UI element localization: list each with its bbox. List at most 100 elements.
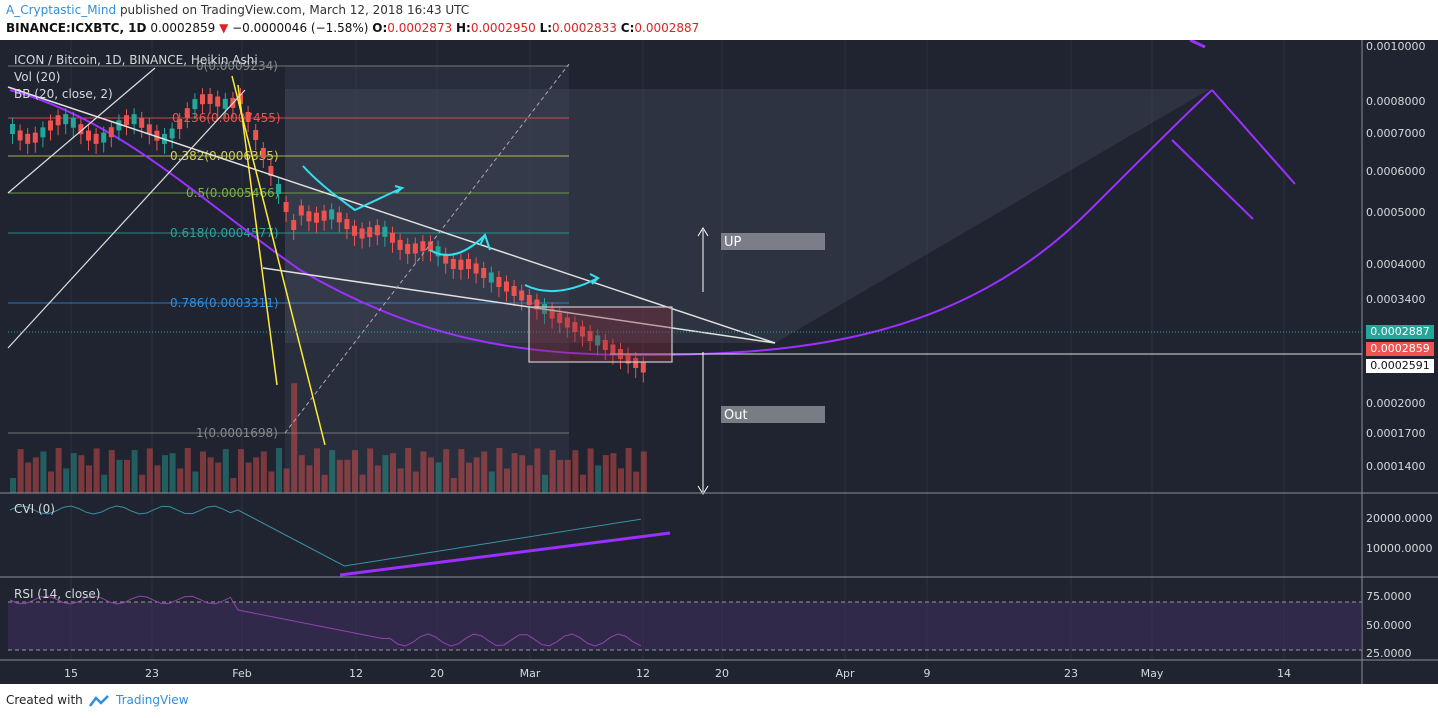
legend-bb[interactable]: BB (20, close, 2) xyxy=(14,87,113,101)
volume-bar xyxy=(625,448,632,493)
cup-curve[interactable] xyxy=(9,89,1213,357)
candle-body xyxy=(177,119,183,130)
candle-body xyxy=(580,326,585,337)
volume-bar xyxy=(390,453,396,493)
volume-bar xyxy=(215,462,222,493)
volume-bar xyxy=(283,468,290,493)
candle-body xyxy=(314,212,319,223)
volume-bar xyxy=(222,449,229,493)
candle-body xyxy=(101,132,107,143)
volume-bar xyxy=(192,471,199,493)
volume-bar xyxy=(587,448,594,493)
legend-main[interactable]: ICON / Bitcoin, 1D, BINANCE, Heikin Ashi xyxy=(14,53,258,67)
candle-body xyxy=(481,268,487,278)
volume-bar xyxy=(572,450,579,493)
out-label-box[interactable] xyxy=(721,406,825,423)
candle-body xyxy=(78,124,84,135)
close-price-badge: 0.0002887 xyxy=(1366,325,1434,339)
chart-area[interactable]: 0(0.0009234) 0.236(0.0007455) 0.382(0.0006… xyxy=(0,40,1438,684)
support-price-badge: 0.0002591 xyxy=(1366,359,1434,373)
volume-bar xyxy=(405,448,412,493)
fib-level-label: 0.236(0.0007455) xyxy=(172,111,281,125)
candle-body xyxy=(359,228,365,239)
candle-body xyxy=(466,259,471,269)
candle-body xyxy=(374,225,380,236)
candle-body xyxy=(473,263,479,274)
candle-body xyxy=(291,220,297,230)
legend-vol[interactable]: Vol (20) xyxy=(14,70,61,84)
publish-line: A_Cryptastic_Mind published on TradingVi… xyxy=(6,3,469,17)
volume-bar xyxy=(169,453,176,493)
volume-bar xyxy=(374,465,381,493)
fib-level-label: 0.5(0.0005466) xyxy=(186,186,279,200)
handle-line-1[interactable] xyxy=(1171,139,1254,220)
tradingview-link[interactable]: TradingView xyxy=(116,693,189,707)
time-axis-label: 20 xyxy=(430,667,444,680)
time-axis-label: Mar xyxy=(520,667,541,680)
candle-body xyxy=(587,331,593,341)
volume-bar xyxy=(473,457,480,493)
author-link[interactable]: A_Cryptastic_Mind xyxy=(6,3,117,17)
time-axis-label: 23 xyxy=(145,667,159,680)
candle-body xyxy=(496,277,502,287)
legend-rsi[interactable]: RSI (14, close) xyxy=(14,587,101,601)
trendline-lower[interactable] xyxy=(262,267,776,344)
time-axis-label: 14 xyxy=(1277,667,1291,680)
trendline-rising-1[interactable] xyxy=(7,89,246,349)
candle-body xyxy=(32,132,38,143)
volume-bar xyxy=(78,455,85,493)
volume-bar xyxy=(435,462,442,493)
candle-body xyxy=(625,353,631,364)
candle-body xyxy=(420,241,426,252)
candle-body xyxy=(116,120,122,131)
volume-bar xyxy=(352,450,358,493)
volume-bar xyxy=(245,462,252,493)
volume-bar xyxy=(276,448,282,493)
time-axis-label: May xyxy=(1141,667,1164,680)
trendline-rising-2[interactable] xyxy=(7,67,156,194)
handle-line-2[interactable] xyxy=(1211,89,1296,185)
candle-body xyxy=(595,335,601,346)
last-price-badge: 0.0002859 xyxy=(1366,342,1434,356)
chart-canvas[interactable]: 0(0.0009234)0.236(0.0007455)0.382(0.0006… xyxy=(0,40,1438,684)
yellow-line-2[interactable] xyxy=(237,84,278,386)
candle-body xyxy=(633,358,639,368)
volume-bar xyxy=(557,459,564,493)
candle-body xyxy=(352,225,357,236)
legend-cvi[interactable]: CVI (0) xyxy=(14,502,55,516)
candle-body xyxy=(48,120,53,131)
candle-body xyxy=(70,117,76,128)
high-label: H: xyxy=(456,21,471,35)
footer: Created with TradingView xyxy=(0,684,1438,718)
fib-retracement-zone[interactable] xyxy=(285,66,569,494)
volume-bar xyxy=(602,455,609,493)
rsi-band xyxy=(8,602,1362,650)
candle-body xyxy=(519,290,525,301)
volume-bar xyxy=(633,471,640,493)
candle-body xyxy=(450,258,456,269)
trendline-upper[interactable] xyxy=(7,86,776,344)
volume-bar xyxy=(268,471,275,493)
volume-bar xyxy=(55,448,62,493)
volume-bar xyxy=(458,449,465,493)
volume-bar xyxy=(86,465,92,493)
rsi-axis-label: 25.0000 xyxy=(1366,647,1412,660)
candle-body xyxy=(169,128,175,139)
volume-bar xyxy=(420,451,427,493)
consolidation-box[interactable] xyxy=(528,306,673,363)
volume-bar xyxy=(184,448,191,493)
volume-bar xyxy=(481,451,488,493)
candle-body xyxy=(200,94,205,105)
candle-body xyxy=(245,112,251,122)
candle-body xyxy=(602,340,608,350)
up-label-box[interactable] xyxy=(721,233,825,250)
candle-body xyxy=(55,115,61,126)
candle-body xyxy=(17,130,23,141)
candle-body xyxy=(222,98,228,109)
cvi-trendline[interactable] xyxy=(339,531,671,577)
yellow-line-1[interactable] xyxy=(231,75,326,446)
candle-body xyxy=(412,243,418,254)
volume-bar xyxy=(314,448,320,493)
target-zone[interactable] xyxy=(285,89,1210,343)
symbol-label: BINANCE:ICXBTC, 1D xyxy=(6,21,147,35)
